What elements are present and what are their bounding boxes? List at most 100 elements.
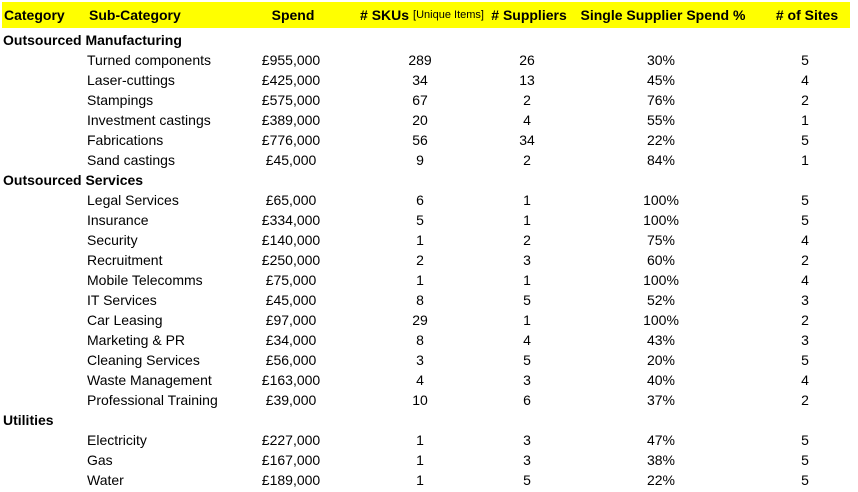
group-category-cell[interactable]: Outsourced Manufacturing [0, 30, 844, 50]
cell-suppliers[interactable]: 1 [498, 190, 556, 210]
cell-spend[interactable]: £163,000 [240, 370, 342, 390]
cell-single-supplier-spend-pct[interactable]: 52% [556, 290, 766, 310]
cell-sites[interactable]: 5 [766, 130, 844, 150]
cell-skus[interactable]: 8 [342, 330, 498, 350]
header-cell-suppliers[interactable]: # Suppliers [491, 2, 566, 28]
cell-suppliers[interactable]: 2 [498, 90, 556, 110]
cell-single-supplier-spend-pct[interactable]: 84% [556, 150, 766, 170]
cell-category-spacer[interactable] [0, 270, 85, 290]
cell-single-supplier-spend-pct[interactable]: 55% [556, 110, 766, 130]
header-cell-spend[interactable]: Spend [242, 2, 344, 28]
cell-suppliers[interactable]: 5 [498, 470, 556, 490]
cell-single-supplier-spend-pct[interactable]: 100% [556, 210, 766, 230]
cell-suppliers[interactable]: 1 [498, 270, 556, 290]
cell-sub-category[interactable]: Recruitment [85, 250, 240, 270]
cell-sites[interactable]: 5 [766, 190, 844, 210]
cell-suppliers[interactable]: 3 [498, 450, 556, 470]
cell-single-supplier-spend-pct[interactable]: 40% [556, 370, 766, 390]
cell-suppliers[interactable]: 4 [498, 110, 556, 130]
cell-category-spacer[interactable] [0, 50, 85, 70]
cell-spend[interactable]: £776,000 [240, 130, 342, 150]
header-cell-skus[interactable]: # SKUs [Unique Items] [344, 2, 500, 28]
cell-sub-category[interactable]: Security [85, 230, 240, 250]
cell-single-supplier-spend-pct[interactable]: 20% [556, 350, 766, 370]
cell-single-supplier-spend-pct[interactable]: 43% [556, 330, 766, 350]
cell-skus[interactable]: 8 [342, 290, 498, 310]
cell-sub-category[interactable]: Electricity [85, 430, 240, 450]
header-cell-sites[interactable]: # of Sites [768, 2, 846, 28]
cell-skus[interactable]: 1 [342, 270, 498, 290]
cell-sites[interactable]: 5 [766, 450, 844, 470]
cell-suppliers[interactable]: 3 [498, 370, 556, 390]
cell-suppliers[interactable]: 1 [498, 210, 556, 230]
cell-spend[interactable]: £189,000 [240, 470, 342, 490]
cell-spend[interactable]: £334,000 [240, 210, 342, 230]
cell-sites[interactable]: 2 [766, 250, 844, 270]
group-category-cell[interactable]: Outsourced Services [0, 170, 844, 190]
cell-sub-category[interactable]: Insurance [85, 210, 240, 230]
cell-spend[interactable]: £425,000 [240, 70, 342, 90]
cell-category-spacer[interactable] [0, 390, 85, 410]
cell-spend[interactable]: £575,000 [240, 90, 342, 110]
cell-category-spacer[interactable] [0, 430, 85, 450]
cell-suppliers[interactable]: 3 [498, 430, 556, 450]
cell-sites[interactable]: 2 [766, 310, 844, 330]
cell-spend[interactable]: £389,000 [240, 110, 342, 130]
cell-single-supplier-spend-pct[interactable]: 22% [556, 130, 766, 150]
cell-spend[interactable]: £167,000 [240, 450, 342, 470]
cell-sub-category[interactable]: Car Leasing [85, 310, 240, 330]
cell-category-spacer[interactable] [0, 110, 85, 130]
cell-sites[interactable]: 3 [766, 330, 844, 350]
cell-suppliers[interactable]: 4 [498, 330, 556, 350]
cell-sites[interactable]: 2 [766, 90, 844, 110]
cell-single-supplier-spend-pct[interactable]: 45% [556, 70, 766, 90]
cell-skus[interactable]: 1 [342, 450, 498, 470]
cell-category-spacer[interactable] [0, 250, 85, 270]
cell-sites[interactable]: 5 [766, 210, 844, 230]
cell-spend[interactable]: £955,000 [240, 50, 342, 70]
cell-sub-category[interactable]: Laser-cuttings [85, 70, 240, 90]
cell-category-spacer[interactable] [0, 70, 85, 90]
cell-single-supplier-spend-pct[interactable]: 30% [556, 50, 766, 70]
cell-category-spacer[interactable] [0, 310, 85, 330]
cell-single-supplier-spend-pct[interactable]: 75% [556, 230, 766, 250]
cell-skus[interactable]: 34 [342, 70, 498, 90]
cell-single-supplier-spend-pct[interactable]: 22% [556, 470, 766, 490]
cell-sites[interactable]: 1 [766, 110, 844, 130]
cell-skus[interactable]: 6 [342, 190, 498, 210]
cell-suppliers[interactable]: 5 [498, 290, 556, 310]
cell-spend[interactable]: £56,000 [240, 350, 342, 370]
cell-skus[interactable]: 1 [342, 230, 498, 250]
group-category-cell[interactable]: Utilities [0, 410, 844, 430]
cell-suppliers[interactable]: 6 [498, 390, 556, 410]
cell-category-spacer[interactable] [0, 450, 85, 470]
cell-category-spacer[interactable] [0, 350, 85, 370]
cell-category-spacer[interactable] [0, 470, 85, 490]
cell-category-spacer[interactable] [0, 130, 85, 150]
cell-spend[interactable]: £34,000 [240, 330, 342, 350]
cell-sub-category[interactable]: Sand castings [85, 150, 240, 170]
cell-skus[interactable]: 4 [342, 370, 498, 390]
cell-sites[interactable]: 5 [766, 430, 844, 450]
cell-spend[interactable]: £39,000 [240, 390, 342, 410]
cell-sub-category[interactable]: Investment castings [85, 110, 240, 130]
cell-sub-category[interactable]: Professional Training [85, 390, 240, 410]
header-cell-category[interactable]: Category [2, 2, 87, 28]
cell-sites[interactable]: 5 [766, 50, 844, 70]
cell-sub-category[interactable]: IT Services [85, 290, 240, 310]
cell-spend[interactable]: £250,000 [240, 250, 342, 270]
cell-spend[interactable]: £97,000 [240, 310, 342, 330]
cell-suppliers[interactable]: 2 [498, 150, 556, 170]
cell-sites[interactable]: 5 [766, 470, 844, 490]
cell-sub-category[interactable]: Legal Services [85, 190, 240, 210]
cell-single-supplier-spend-pct[interactable]: 100% [556, 310, 766, 330]
cell-spend[interactable]: £65,000 [240, 190, 342, 210]
cell-skus[interactable]: 29 [342, 310, 498, 330]
cell-spend[interactable]: £227,000 [240, 430, 342, 450]
cell-sites[interactable]: 5 [766, 350, 844, 370]
cell-single-supplier-spend-pct[interactable]: 37% [556, 390, 766, 410]
cell-sub-category[interactable]: Cleaning Services [85, 350, 240, 370]
cell-skus[interactable]: 20 [342, 110, 498, 130]
cell-category-spacer[interactable] [0, 330, 85, 350]
cell-sites[interactable]: 2 [766, 390, 844, 410]
